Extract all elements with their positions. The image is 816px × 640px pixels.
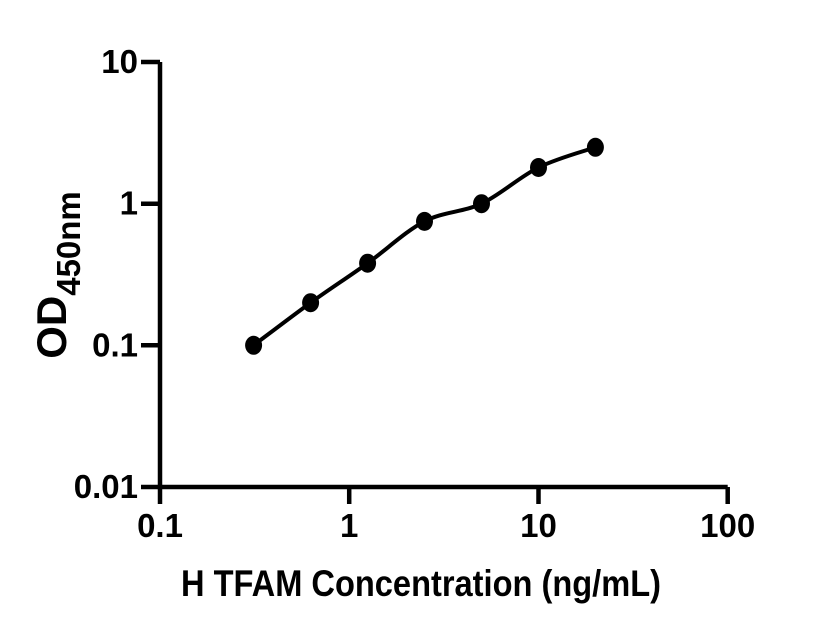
y-axis-ticks bbox=[141, 59, 160, 490]
y-tick-label: 0.1 bbox=[92, 326, 138, 363]
data-point bbox=[245, 335, 263, 355]
y-axis-title-subscript: 450nm bbox=[50, 191, 87, 296]
x-tick-label: 100 bbox=[700, 507, 755, 544]
y-axis-title-main: OD bbox=[28, 296, 75, 359]
data-point bbox=[302, 293, 320, 313]
y-tick-label: 10 bbox=[101, 43, 138, 80]
data-point bbox=[586, 137, 604, 157]
y-tick-label: 0.01 bbox=[74, 468, 138, 505]
data-points bbox=[245, 137, 604, 355]
x-tick-label: 1 bbox=[340, 507, 358, 544]
y-tick-label: 1 bbox=[120, 185, 138, 222]
x-axis-title: H TFAM Concentration (ng/mL) bbox=[181, 563, 661, 604]
fit-curve bbox=[251, 145, 598, 348]
y-axis-tick-labels: 0.01 0.1 1 10 bbox=[74, 43, 138, 505]
data-point bbox=[416, 211, 433, 231]
data-point bbox=[473, 194, 490, 214]
x-tick-label: 0.1 bbox=[137, 507, 183, 544]
x-axis-tick-labels: 0.1 1 10 100 bbox=[137, 507, 755, 544]
x-axis-ticks bbox=[157, 487, 730, 504]
x-tick-label: 10 bbox=[520, 507, 557, 544]
axis-line bbox=[157, 62, 728, 490]
data-point bbox=[530, 158, 547, 177]
y-axis-title: OD450nm bbox=[28, 191, 87, 359]
data-point bbox=[359, 253, 377, 273]
